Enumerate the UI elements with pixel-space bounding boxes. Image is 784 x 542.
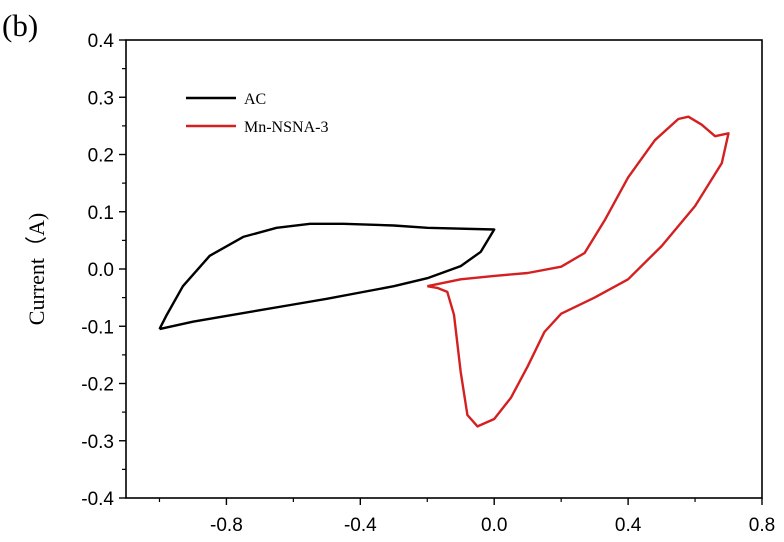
x-tick-label: 0.4 — [615, 515, 642, 536]
legend-label: AC — [244, 91, 266, 108]
y-axis-title: Current（A) — [24, 213, 49, 325]
y-tick-label: 0.0 — [88, 260, 114, 281]
plot-border — [125, 39, 763, 499]
series-line-mn-nsna-3 — [427, 115, 730, 428]
series-layer — [158, 115, 730, 428]
y-tick-label: 0.4 — [88, 31, 115, 52]
legend-label: Mn-NSNA-3 — [244, 119, 328, 136]
x-tick-label: -0.4 — [344, 515, 377, 536]
x-axis: -0.8 -0.4 0.0 0.4 0.8 — [158, 498, 775, 536]
series-line-ac — [158, 222, 496, 331]
y-tick-label: -0.2 — [81, 375, 114, 396]
y-tick-label: 0.3 — [88, 88, 114, 109]
y-tick-label: -0.1 — [81, 317, 114, 338]
panel-label: (b) — [2, 8, 38, 43]
x-tick-label: 0.8 — [749, 515, 775, 536]
plot-frame — [125, 39, 763, 499]
y-tick-label: -0.4 — [81, 489, 114, 510]
x-tick-label: -0.8 — [210, 515, 243, 536]
y-axis: 0.4 0.3 0.2 0.1 0.0 -0.1 -0.2 -0.3 -0.4 Current（A… — [24, 31, 126, 510]
y-tick-label: -0.3 — [81, 432, 114, 453]
legend: AC Mn-NSNA-3 — [186, 91, 328, 136]
y-tick-label: 0.2 — [88, 146, 114, 167]
y-tick-label: 0.1 — [88, 203, 114, 224]
x-tick-label: 0.0 — [481, 515, 507, 536]
